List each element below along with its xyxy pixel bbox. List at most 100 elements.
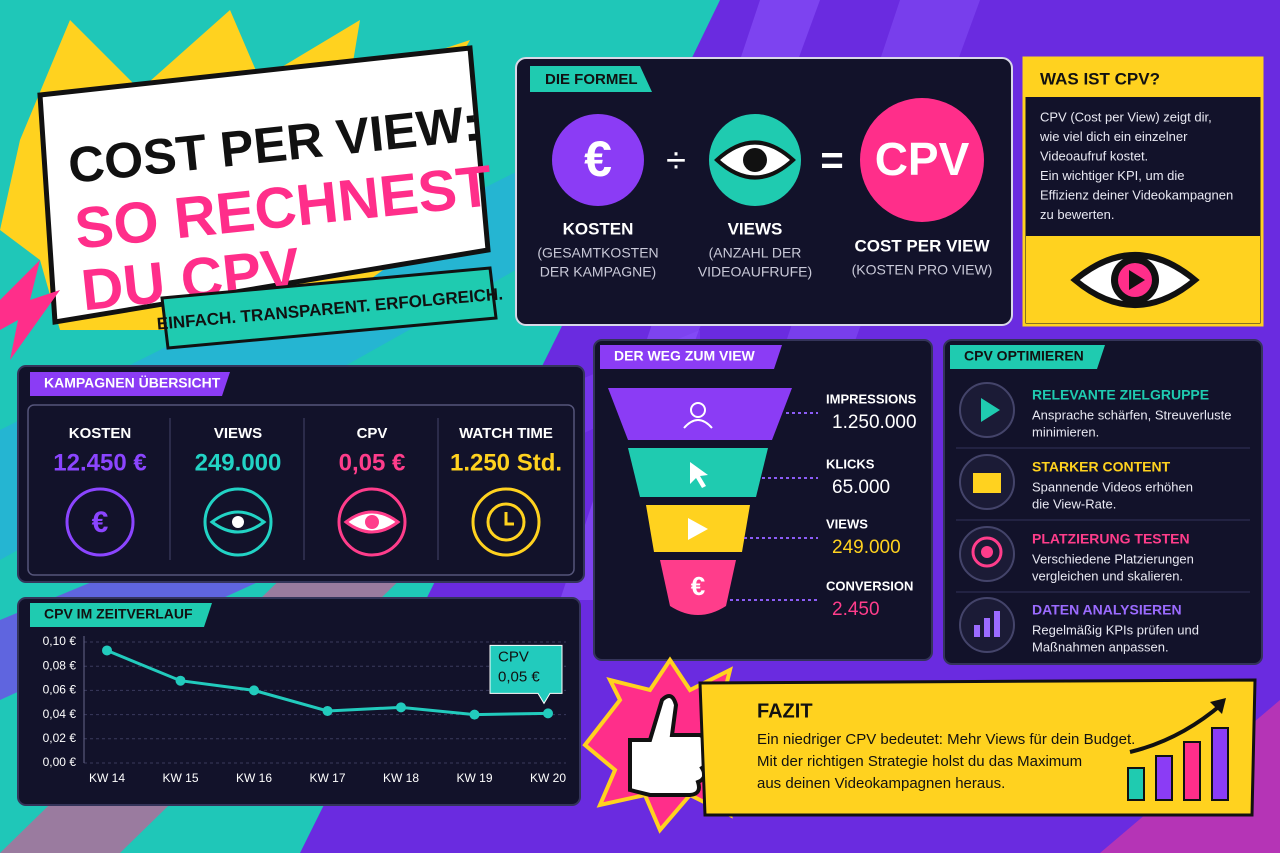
y-tick-label: 0,06 € [43,683,77,697]
symbol: CPV [875,133,970,185]
kpi-symbol: € [92,506,109,539]
data-point [175,675,186,686]
note: (GESAMTKOSTEN [537,245,658,261]
kpi-value: 12.450 € [53,449,146,476]
decoration [973,473,1001,493]
eye-pupil [365,515,379,529]
decoration: KOSTEN 12.450 € € VIEWS 249.000 CPV 0,05 € WATC… [53,418,562,560]
decoration: IMPRESSIONS 1.250.000 KLICKS 65.000 VIEWS 249… [730,391,917,620]
decoration [683,419,713,429]
y-tick-label: 0,10 € [43,634,77,648]
decoration [688,518,708,540]
title: CPV IM ZEITVERLAUF [44,606,193,622]
note: VIDEOAUFRUFE) [698,264,812,280]
tip-text: Maßnahmen anpassen. [1032,639,1169,654]
heading: DIE FORMEL [545,71,638,88]
y-tick-label: 0,02 € [43,731,77,745]
decoration [860,98,984,222]
note: (ANZAHL DER [709,245,802,261]
x-tick-label: KW 15 [162,771,198,785]
stage-label: IMPRESSIONS [826,391,917,406]
stage-label: VIEWS [826,516,868,531]
tip-text: Ansprache schärfen, Streuverluste [1032,407,1231,422]
stage-value: 65.000 [832,477,890,498]
text-line: Videoaufruf kostet. [1040,148,1148,163]
fazit-line: aus deinen Videokampagnen heraus. [757,775,1005,792]
kpi-value: 249.000 [195,449,282,476]
decoration [600,345,782,369]
decoration: Ein niedriger CPV bedeutet: Mehr Views f… [757,731,1135,792]
decoration [971,536,1003,568]
note: (KOSTEN PRO VIEW) [852,262,993,278]
kpi-icon [203,487,273,557]
data-point [543,708,553,719]
symbol: € [584,131,612,187]
heading: WAS IST CPV? [1040,69,1160,88]
clock-face [486,502,526,542]
y-tick-label: 0,08 € [43,658,77,672]
eye-icon [209,510,267,534]
text-line: CPV (Cost per View) zeigt dir, [1040,109,1212,124]
data-point [469,709,480,720]
x-tick-label: KW 19 [456,771,492,785]
stage-value: 249.000 [832,537,901,558]
y-tick-label: 0,00 € [43,755,77,769]
decoration [608,388,792,440]
kpi-label: WATCH TIME [459,425,553,442]
decoration [981,398,1000,422]
x-tick-label: KW 17 [309,771,345,785]
decoration: RELEVANTE ZIELGRUPPE Ansprache schärfen, … [956,382,1250,654]
note: DER KAMPAGNE) [540,264,656,280]
stage-label: KLICKS [826,456,875,471]
annotation-text: 0,05 € [498,668,540,685]
decoration [27,404,575,576]
decoration [984,618,990,637]
decoration [30,372,230,396]
label: COST PER VIEW [854,236,990,255]
kpi-value: 1.250 Std. [450,449,562,476]
stage-label: CONVERSION [826,578,913,593]
decoration [30,603,212,627]
decoration [1025,59,1261,97]
y-tick-label: 0,04 € [43,707,77,721]
kpi-label: VIEWS [214,425,262,442]
decoration [690,402,706,418]
decoration [1129,702,1224,754]
data-point [396,702,406,713]
tip-title: STARKER CONTENT [1032,459,1171,475]
decoration [974,625,980,637]
kpi-icon [471,487,541,557]
x-tick-label: KW 14 [89,771,125,785]
x-tick-label: KW 16 [236,771,272,785]
decoration [1183,741,1201,801]
data-point [102,645,112,656]
decoration [660,560,736,615]
data-point [249,685,259,696]
label: VIEWS [728,219,783,238]
tip-title: DATEN ANALYSIEREN [1032,602,1182,618]
decoration [160,266,498,350]
kpi-label: KOSTEN [69,425,132,442]
text-line: Ein wichtiger KPI, um die [1040,168,1185,183]
decoration [1155,755,1173,801]
decoration [981,546,993,558]
data-point [322,705,333,716]
divide: ÷ [666,140,686,181]
annotation-box [489,644,563,705]
decoration [530,66,652,92]
heading: KAMPAGNEN ÜBERSICHT [44,375,221,391]
tip-text: vergleichen und skalieren. [1032,568,1183,583]
label: KOSTEN [563,219,634,238]
tip-title: RELEVANTE ZIELGRUPPE [1032,387,1209,403]
annotation-text: CPV [498,648,529,665]
decoration [1127,767,1145,801]
decoration [994,611,1000,637]
equals: = [820,139,843,183]
decoration [1211,727,1229,801]
heading: CPV OPTIMIEREN [964,348,1084,364]
x-tick-label: KW 20 [530,771,566,785]
text-line: Effizienz deiner Videokampagnen [1040,187,1233,202]
decoration: CPV (Cost per View) zeigt dir, wie viel d… [1039,109,1233,222]
kpi-icon [337,487,407,557]
